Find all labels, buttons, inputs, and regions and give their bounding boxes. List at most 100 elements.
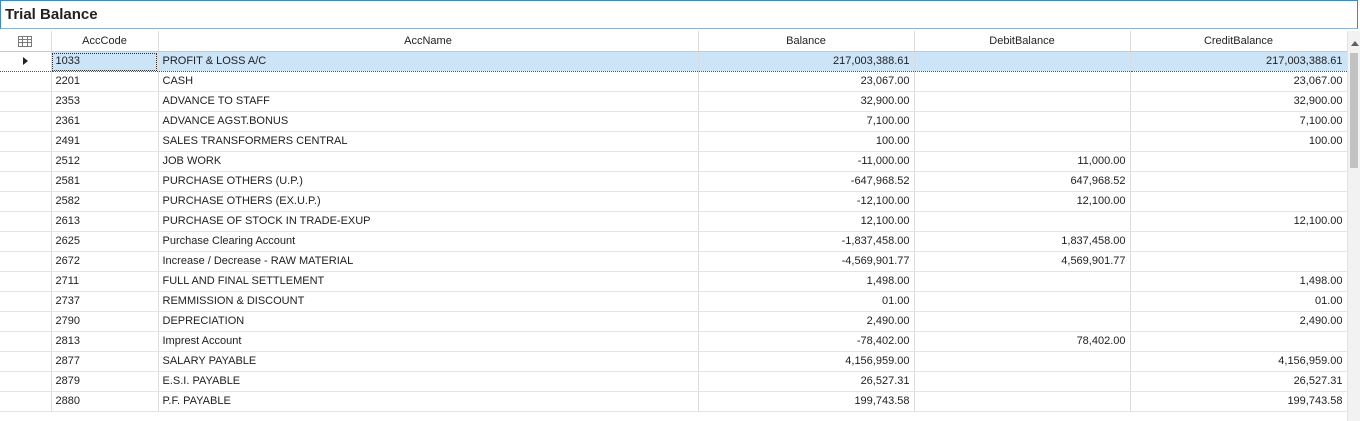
cell-accname[interactable]: PURCHASE OTHERS (U.P.) [158,171,699,192]
table-row[interactable]: 1033 PROFIT & LOSS A/C 217,003,388.61 217,0… [0,51,1348,72]
table-row[interactable]: 2672 Increase / Decrease - RAW MATERIAL -4… [0,251,1348,272]
cell-balance[interactable]: -12,100.00 [698,191,915,212]
table-row[interactable]: 2581 PURCHASE OTHERS (U.P.) -647,968.52 647… [0,171,1348,192]
row-header[interactable] [0,151,52,172]
cell-creditbalance[interactable]: 32,900.00 [1130,91,1348,112]
cell-debitbalance[interactable] [914,351,1131,372]
table-row[interactable]: 2877 SALARY PAYABLE 4,156,959.00 4,156,959.… [0,351,1348,372]
cell-acccode[interactable]: 2711 [51,271,159,292]
row-header[interactable] [0,111,52,132]
cell-creditbalance[interactable]: 1,498.00 [1130,271,1348,292]
cell-creditbalance[interactable] [1130,171,1348,192]
cell-accname[interactable]: PURCHASE OTHERS (EX.U.P.) [158,191,699,212]
row-header[interactable] [0,91,52,112]
cell-acccode[interactable]: 2361 [51,111,159,132]
cell-creditbalance[interactable] [1130,331,1348,352]
cell-creditbalance[interactable]: 12,100.00 [1130,211,1348,232]
cell-creditbalance[interactable] [1130,191,1348,212]
cell-acccode[interactable]: 2512 [51,151,159,172]
cell-acccode[interactable]: 2491 [51,131,159,152]
cell-accname[interactable]: FULL AND FINAL SETTLEMENT [158,271,699,292]
row-header[interactable] [0,131,52,152]
cell-balance[interactable]: 32,900.00 [698,91,915,112]
cell-creditbalance[interactable] [1130,151,1348,172]
cell-balance[interactable]: 1,498.00 [698,271,915,292]
row-header[interactable] [0,371,52,392]
cell-acccode[interactable]: 2201 [51,71,159,92]
cell-debitbalance[interactable] [914,271,1131,292]
cell-creditbalance[interactable] [1130,231,1348,252]
row-header[interactable] [0,231,52,252]
cell-debitbalance[interactable] [914,111,1131,132]
cell-debitbalance[interactable] [914,51,1131,72]
cell-balance[interactable]: -11,000.00 [698,151,915,172]
cell-debitbalance[interactable]: 4,569,901.77 [914,251,1131,272]
column-header-balance[interactable]: Balance [698,31,915,52]
vertical-scrollbar[interactable] [1347,31,1360,421]
cell-accname[interactable]: SALES TRANSFORMERS CENTRAL [158,131,699,152]
column-chooser-button[interactable] [0,31,52,52]
cell-accname[interactable]: JOB WORK [158,151,699,172]
cell-creditbalance[interactable]: 199,743.58 [1130,391,1348,412]
cell-acccode[interactable]: 2879 [51,371,159,392]
row-header[interactable] [0,191,52,212]
cell-balance[interactable]: -4,569,901.77 [698,251,915,272]
scroll-up-arrow-icon[interactable] [1351,41,1359,46]
cell-accname[interactable]: CASH [158,71,699,92]
cell-balance[interactable]: 2,490.00 [698,311,915,332]
row-header[interactable] [0,391,52,412]
cell-creditbalance[interactable]: 7,100.00 [1130,111,1348,132]
column-header-accname[interactable]: AccName [158,31,699,52]
cell-acccode[interactable]: 2613 [51,211,159,232]
cell-creditbalance[interactable] [1130,251,1348,272]
cell-accname[interactable]: P.F. PAYABLE [158,391,699,412]
scrollbar-thumb[interactable] [1350,53,1358,168]
cell-balance[interactable]: -78,402.00 [698,331,915,352]
table-row[interactable]: 2790 DEPRECIATION 2,490.00 2,490.00 [0,311,1348,332]
cell-debitbalance[interactable]: 78,402.00 [914,331,1131,352]
row-header[interactable] [0,51,52,72]
cell-creditbalance[interactable]: 2,490.00 [1130,311,1348,332]
table-row[interactable]: 2361 ADVANCE AGST.BONUS 7,100.00 7,100.00 [0,111,1348,132]
cell-debitbalance[interactable] [914,291,1131,312]
cell-debitbalance[interactable] [914,391,1131,412]
table-row[interactable]: 2512 JOB WORK -11,000.00 11,000.00 [0,151,1348,172]
cell-balance[interactable]: 26,527.31 [698,371,915,392]
column-header-acccode[interactable]: AccCode [51,31,159,52]
cell-debitbalance[interactable] [914,211,1131,232]
table-row[interactable]: 2201 CASH 23,067.00 23,067.00 [0,71,1348,92]
cell-accname[interactable]: PURCHASE OF STOCK IN TRADE-EXUP [158,211,699,232]
cell-accname[interactable]: ADVANCE TO STAFF [158,91,699,112]
row-header[interactable] [0,171,52,192]
cell-balance[interactable]: 4,156,959.00 [698,351,915,372]
column-header-debitbalance[interactable]: DebitBalance [914,31,1131,52]
cell-balance[interactable]: -647,968.52 [698,171,915,192]
cell-debitbalance[interactable] [914,71,1131,92]
table-row[interactable]: 2491 SALES TRANSFORMERS CENTRAL 100.00 100.… [0,131,1348,152]
cell-accname[interactable]: Imprest Account [158,331,699,352]
cell-acccode[interactable]: 2625 [51,231,159,252]
trial-balance-grid[interactable]: AccCode AccName Balance DebitBalance Cre… [0,31,1360,421]
row-header[interactable] [0,271,52,292]
cell-accname[interactable]: REMMISSION & DISCOUNT [158,291,699,312]
cell-balance[interactable]: 217,003,388.61 [698,51,915,72]
cell-creditbalance[interactable]: 01.00 [1130,291,1348,312]
cell-accname[interactable]: E.S.I. PAYABLE [158,371,699,392]
cell-acccode[interactable]: 2582 [51,191,159,212]
cell-accname[interactable]: ADVANCE AGST.BONUS [158,111,699,132]
cell-acccode[interactable]: 2790 [51,311,159,332]
row-header[interactable] [0,351,52,372]
cell-accname[interactable]: Increase / Decrease - RAW MATERIAL [158,251,699,272]
cell-debitbalance[interactable]: 1,837,458.00 [914,231,1131,252]
cell-debitbalance[interactable] [914,371,1131,392]
cell-acccode[interactable]: 2737 [51,291,159,312]
cell-balance[interactable]: 23,067.00 [698,71,915,92]
cell-creditbalance[interactable]: 4,156,959.00 [1130,351,1348,372]
cell-accname[interactable]: SALARY PAYABLE [158,351,699,372]
table-row[interactable]: 2737 REMMISSION & DISCOUNT 01.00 01.00 [0,291,1348,312]
cell-balance[interactable]: 199,743.58 [698,391,915,412]
cell-acccode[interactable]: 2672 [51,251,159,272]
cell-debitbalance[interactable] [914,131,1131,152]
cell-acccode[interactable]: 2581 [51,171,159,192]
cell-debitbalance[interactable]: 11,000.00 [914,151,1131,172]
